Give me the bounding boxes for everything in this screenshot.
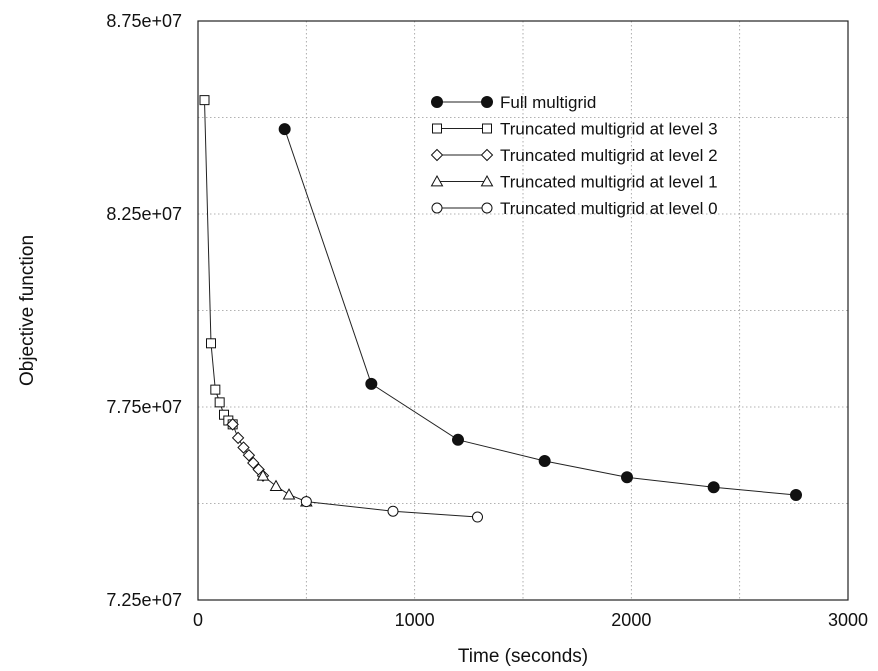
data-point	[707, 481, 720, 494]
data-point	[242, 449, 256, 462]
legend-marker	[430, 174, 444, 187]
data-point	[231, 431, 245, 445]
series-line	[204, 100, 234, 425]
series-1	[199, 95, 238, 430]
data-point	[206, 338, 216, 349]
legend-marker	[430, 148, 444, 162]
data-point	[300, 496, 312, 508]
legend-marker	[431, 202, 443, 214]
legend-marker	[481, 202, 493, 214]
data-point	[237, 441, 250, 454]
data-point	[472, 511, 483, 523]
series-line	[262, 475, 307, 503]
series-2	[226, 418, 270, 482]
data-point	[387, 505, 399, 517]
legend-marker	[480, 174, 494, 187]
data-point	[199, 95, 210, 106]
data-point	[365, 377, 378, 390]
data-point	[282, 488, 296, 500]
y-tick-label: 8.75e+07	[106, 11, 182, 31]
series-4	[300, 496, 483, 523]
legend-item: Truncated multigrid at level 3	[432, 120, 718, 139]
data-point	[538, 455, 551, 468]
data-point	[256, 469, 270, 481]
legend-item: Full multigrid	[431, 93, 596, 112]
legend-marker	[480, 148, 494, 162]
legend-marker	[482, 123, 492, 134]
data-point	[452, 433, 464, 446]
legend-label: Full multigrid	[500, 93, 596, 112]
legend-label: Truncated multigrid at level 0	[500, 199, 718, 218]
legend-marker	[432, 123, 442, 134]
x-tick-label: 1000	[395, 610, 435, 630]
grid	[198, 21, 848, 600]
y-axis-label: Objective function	[17, 235, 38, 386]
data-point	[210, 384, 221, 395]
tick-labels: 0 1000 2000 3000 7.25e+07 7.75e+07 8.25e+07 8.7…	[106, 11, 868, 630]
legend-item: Truncated multigrid at level 2	[430, 146, 718, 165]
data-point	[269, 479, 283, 492]
data-point	[214, 397, 225, 408]
series-0	[278, 123, 802, 502]
y-tick-label: 7.25e+07	[106, 590, 182, 610]
series	[199, 95, 802, 523]
legend-marker	[431, 96, 443, 108]
data-point	[278, 123, 291, 136]
legend-label: Truncated multigrid at level 2	[500, 146, 718, 165]
legend-label: Truncated multigrid at level 1	[500, 173, 718, 192]
y-tick-label: 8.25e+07	[106, 204, 182, 224]
x-tick-label: 0	[193, 610, 203, 630]
plot-frame	[197, 20, 849, 601]
x-axis-label: Time (seconds)	[458, 646, 588, 667]
data-point	[226, 418, 239, 431]
legend-item: Truncated multigrid at level 0	[431, 199, 718, 218]
data-point	[247, 456, 260, 470]
y-tick-label: 7.75e+07	[106, 397, 182, 417]
legend-label: Truncated multigrid at level 3	[500, 120, 718, 139]
data-point	[790, 489, 802, 502]
x-tick-label: 3000	[828, 610, 868, 630]
legend-marker	[481, 96, 493, 108]
x-tick-label: 2000	[611, 610, 651, 630]
legend: Full multigrid Truncated multigrid at lev…	[430, 93, 718, 218]
legend-item: Truncated multigrid at level 1	[430, 173, 718, 192]
data-point	[621, 471, 633, 484]
